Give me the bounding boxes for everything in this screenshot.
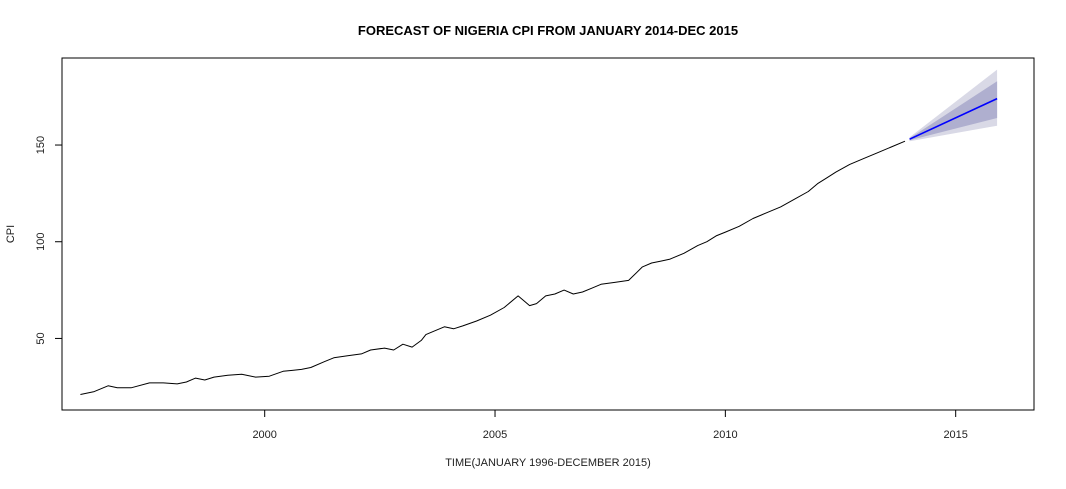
y-axis: 50 100 150 — [35, 136, 63, 345]
y-tick-label: 100 — [35, 233, 47, 251]
y-tick-label: 50 — [35, 332, 47, 344]
forecast-bands — [909, 69, 998, 142]
series-lines — [80, 97, 998, 395]
x-tick-label: 2005 — [483, 429, 507, 441]
x-tick-label: 2015 — [943, 429, 967, 441]
series-line-forecast — [909, 97, 998, 140]
y-tick-label: 150 — [35, 136, 47, 154]
series-line-actual-cpi — [80, 140, 906, 395]
x-axis: 2000 2005 2010 2015 — [252, 409, 968, 441]
chart-title: FORECAST OF NIGERIA CPI FROM JANUARY 201… — [358, 23, 738, 38]
y-axis-label: CPI — [5, 225, 17, 243]
x-tick-label: 2000 — [252, 429, 276, 441]
plot-frame — [61, 57, 1035, 411]
x-tick-label: 2010 — [713, 429, 737, 441]
forecast-band-80 — [909, 81, 998, 141]
x-axis-label: TIME(JANUARY 1996-DECEMBER 2015) — [445, 457, 651, 469]
